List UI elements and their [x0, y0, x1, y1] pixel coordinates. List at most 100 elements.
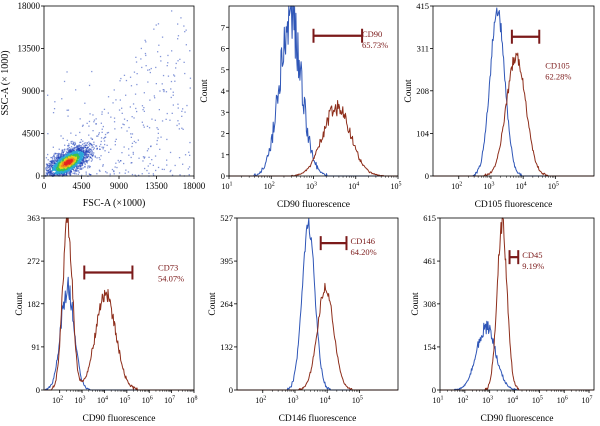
- event-dot: [102, 165, 104, 167]
- event-dot: [136, 83, 138, 86]
- x-tick-label: 105: [352, 396, 363, 406]
- event-dot: [68, 158, 70, 160]
- event-dot: [57, 165, 59, 167]
- event-dot: [98, 133, 100, 136]
- gate-marker: [510, 29, 541, 44]
- event-dot: [96, 157, 98, 159]
- event-dot: [77, 149, 79, 151]
- event-dot: [189, 87, 191, 89]
- event-dot: [57, 166, 59, 168]
- x-tick-label: 102: [451, 182, 462, 192]
- y-tick-label: 91: [32, 342, 41, 352]
- event-dot: [127, 171, 130, 173]
- event-dot: [81, 174, 83, 176]
- event-dot: [70, 132, 72, 134]
- event-dot: [155, 169, 157, 172]
- event-dot: [146, 169, 148, 172]
- event-dot: [76, 145, 78, 147]
- event-dot: [128, 126, 130, 129]
- event-dot: [66, 171, 68, 173]
- event-dot: [85, 155, 87, 157]
- event-dot: [70, 161, 72, 163]
- event-dot: [91, 144, 93, 146]
- event-dot: [115, 162, 117, 164]
- event-dot: [62, 137, 64, 140]
- event-dot: [53, 160, 55, 162]
- event-dot: [79, 118, 81, 120]
- event-dot: [71, 153, 73, 155]
- event-dot: [177, 35, 180, 37]
- event-dot: [77, 170, 79, 172]
- event-dot: [66, 158, 68, 161]
- event-dot: [78, 156, 80, 158]
- event-dot: [63, 174, 66, 177]
- event-dot: [156, 139, 158, 142]
- gate-annotation: CD45 9.19%: [522, 250, 544, 271]
- event-dot: [65, 163, 67, 165]
- event-dot: [132, 103, 135, 105]
- event-dot: [77, 153, 79, 155]
- event-dot: [77, 161, 79, 163]
- event-dot: [78, 171, 80, 174]
- event-dot: [118, 109, 121, 111]
- event-dot: [49, 171, 51, 173]
- event-dot: [147, 165, 149, 167]
- event-dot: [179, 174, 181, 176]
- event-dot: [80, 154, 82, 156]
- event-dot: [165, 91, 168, 93]
- event-dot: [188, 151, 190, 153]
- gate-marker: [83, 265, 134, 280]
- event-dot: [81, 162, 84, 164]
- event-dot: [130, 85, 133, 87]
- event-dot: [84, 158, 86, 160]
- event-dot: [68, 147, 71, 149]
- event-dot: [78, 170, 80, 172]
- event-dot: [165, 118, 167, 120]
- event-dot: [73, 144, 75, 146]
- event-dot: [70, 163, 72, 166]
- event-dot: [74, 156, 76, 158]
- event-dot: [73, 157, 76, 159]
- event-dot: [49, 160, 51, 162]
- event-dot: [89, 174, 92, 176]
- event-dot: [130, 136, 132, 138]
- event-dot: [68, 156, 70, 158]
- event-dot: [146, 125, 149, 127]
- event-dot: [87, 165, 89, 167]
- event-dot: [58, 165, 60, 167]
- event-dot: [79, 158, 82, 160]
- event-dot: [67, 170, 70, 172]
- event-dot: [50, 171, 53, 173]
- event-dot: [77, 147, 79, 150]
- event-dot: [67, 115, 69, 117]
- event-dot: [67, 165, 69, 167]
- event-dot: [79, 151, 81, 153]
- event-dot: [89, 113, 91, 115]
- event-dot: [138, 157, 140, 159]
- event-dot: [92, 152, 94, 154]
- event-dot: [58, 155, 60, 157]
- event-dot: [123, 162, 125, 165]
- event-dot: [66, 163, 69, 165]
- event-dot: [114, 144, 116, 146]
- event-dot: [83, 153, 85, 155]
- event-dot: [189, 77, 192, 79]
- event-dot: [74, 155, 76, 157]
- event-dot: [178, 157, 181, 159]
- x-tick-label: 103: [75, 396, 86, 406]
- event-dot: [85, 152, 87, 154]
- event-dot: [90, 160, 93, 162]
- event-dot: [166, 112, 168, 115]
- event-dot: [104, 150, 106, 152]
- event-dot: [162, 74, 165, 77]
- event-dot: [98, 169, 101, 171]
- event-dot: [63, 158, 66, 161]
- event-dot: [52, 158, 54, 160]
- event-dot: [58, 160, 60, 162]
- event-dot: [69, 170, 71, 173]
- event-dot: [75, 166, 77, 168]
- event-dot: [131, 145, 133, 148]
- event-dot: [83, 161, 86, 163]
- event-dot: [66, 139, 68, 141]
- event-dot: [156, 143, 158, 145]
